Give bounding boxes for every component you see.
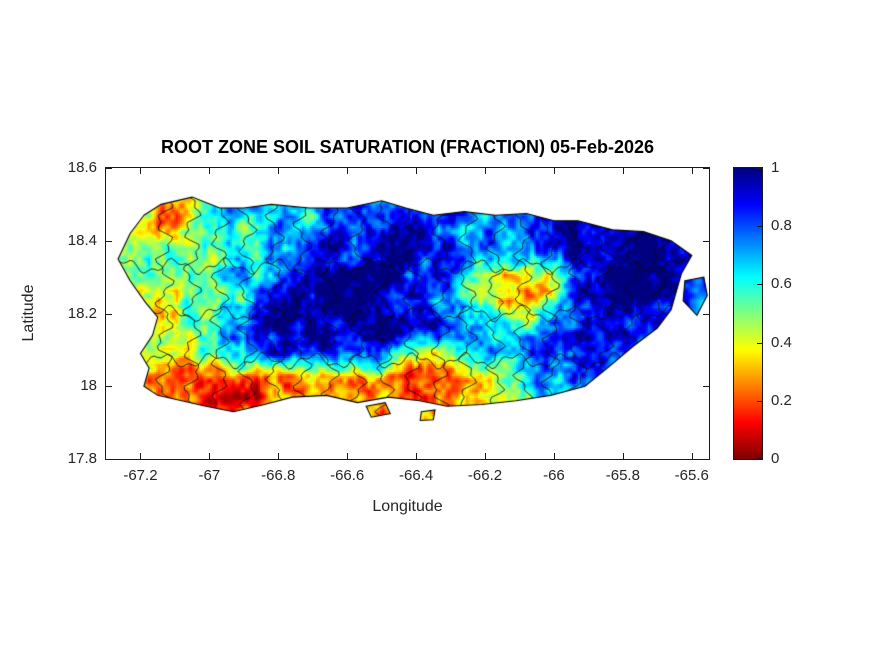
colorbar-tick-mark (757, 458, 762, 459)
tick-mark (485, 453, 486, 459)
colorbar-tick-mark (757, 401, 762, 402)
tick-mark (554, 168, 555, 174)
tick-mark (140, 453, 141, 459)
tick-mark (703, 241, 709, 242)
tick-mark (209, 453, 210, 459)
tick-mark (278, 453, 279, 459)
y-tick-label: 18.4 (67, 231, 97, 249)
tick-mark (485, 168, 486, 174)
tick-mark (106, 314, 112, 315)
tick-mark (106, 386, 112, 387)
chart-title: ROOT ZONE SOIL SATURATION (FRACTION) 05-… (160, 137, 655, 157)
y-tick-label: 18 (80, 377, 97, 395)
tick-mark (209, 168, 210, 174)
tick-mark (106, 241, 112, 242)
y-tick-label: 18.2 (67, 304, 97, 322)
y-tick-label: 17.8 (67, 450, 97, 467)
colorbar-tick-label: 1 (771, 159, 780, 176)
x-tick-label: -66.2 (467, 467, 503, 484)
tick-mark (692, 168, 693, 174)
tick-mark (278, 168, 279, 174)
colorbar-tick-label: 0.6 (771, 275, 792, 293)
colorbar-tick-mark (757, 284, 762, 285)
x-tick-label: -65.8 (605, 467, 640, 484)
tick-mark (623, 453, 624, 459)
tick-mark (703, 168, 709, 169)
x-tick-label: -66.4 (399, 467, 434, 484)
tick-mark (347, 453, 348, 459)
x-tick-label: -65.6 (674, 467, 709, 484)
colorbar-tick-label: 0.8 (771, 217, 792, 235)
tick-mark (703, 314, 709, 315)
tick-mark (106, 459, 112, 460)
colorbar-tick-mark (757, 168, 762, 169)
colorbar-tick-label: 0 (771, 450, 780, 467)
colorbar-tick-mark (757, 343, 762, 344)
tick-mark (703, 386, 709, 387)
tick-mark (692, 453, 693, 459)
y-tick-label: 18.6 (67, 159, 97, 176)
tick-mark (623, 168, 624, 174)
x-tick-label: -66.8 (261, 467, 296, 484)
colorbar-tick-label: 0.4 (771, 333, 792, 351)
colorbar-tick-label: 0.2 (771, 391, 792, 409)
tick-mark (106, 168, 112, 169)
x-axis-label: Longitude (372, 498, 443, 515)
heatmap-canvas (106, 168, 709, 459)
tick-mark (416, 453, 417, 459)
x-tick-label: -67 (198, 467, 221, 484)
tick-mark (554, 453, 555, 459)
tick-mark (347, 168, 348, 174)
x-tick-label: -66.6 (330, 467, 365, 484)
tick-mark (416, 168, 417, 174)
x-tick-label: -66 (543, 467, 565, 484)
plot-area (105, 167, 710, 460)
colorbar-canvas (734, 168, 762, 459)
tick-mark (140, 168, 141, 174)
colorbar-tick-mark (757, 226, 762, 227)
tick-mark (703, 459, 709, 460)
colorbar (733, 167, 763, 460)
x-tick-label: -67.2 (123, 467, 158, 484)
